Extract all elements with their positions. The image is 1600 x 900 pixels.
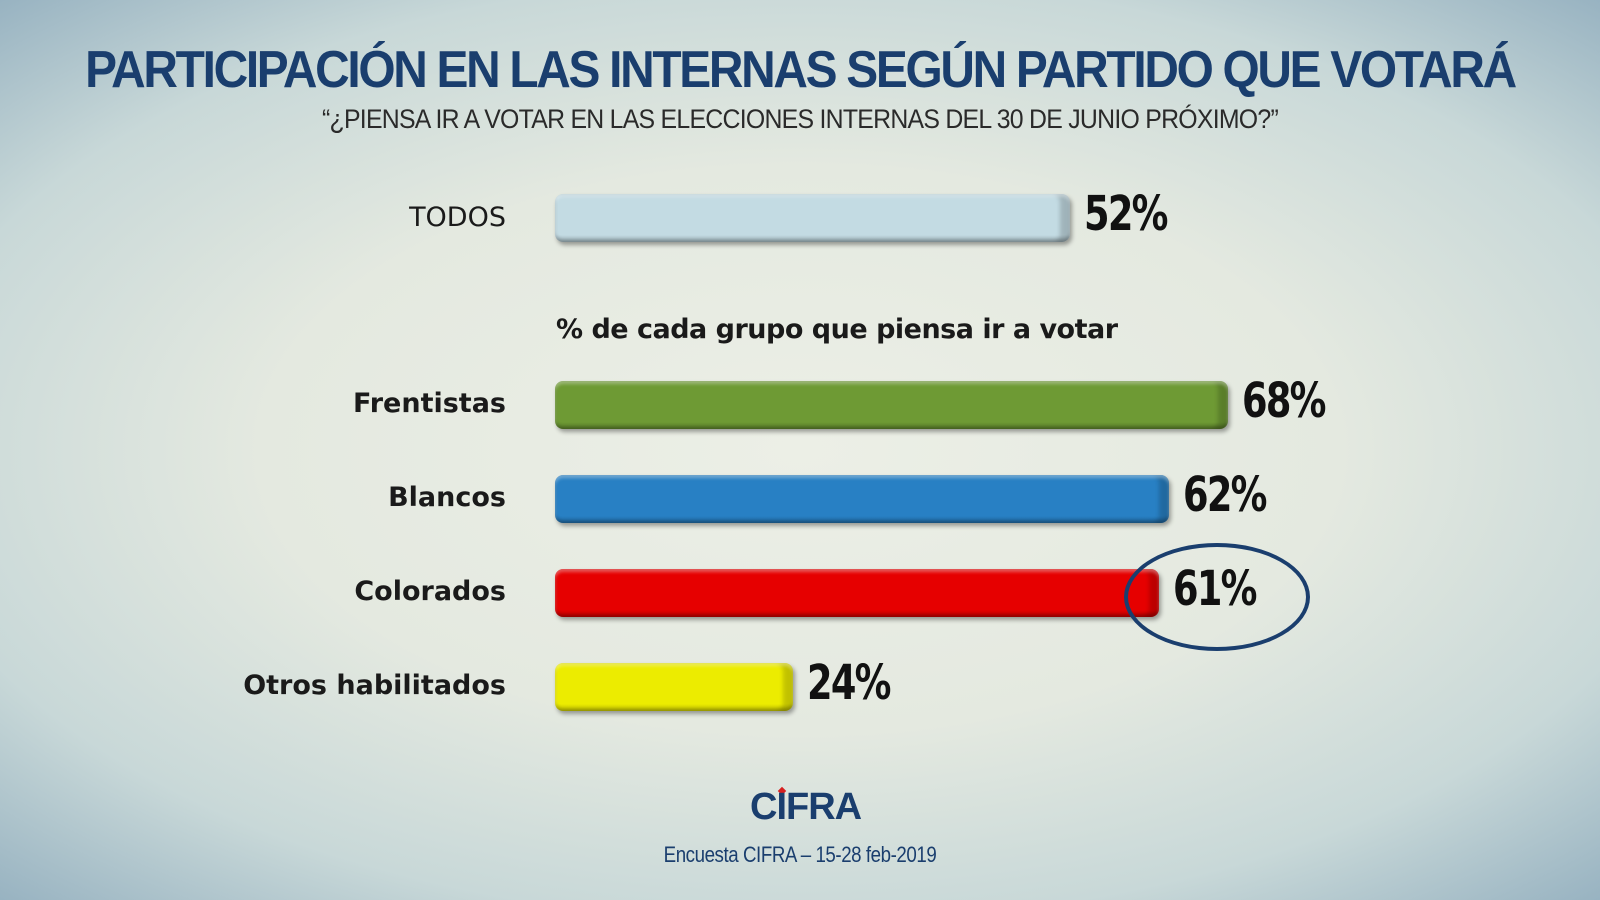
- bar-label-colorados: Colorados: [354, 576, 506, 607]
- bar-otros-habilitados: [555, 663, 793, 711]
- bar-label-blancos: Blancos: [388, 482, 506, 513]
- bar-frentistas: [555, 381, 1229, 429]
- highlight-circle: [1124, 543, 1310, 651]
- value-label-todos: 52%: [1083, 186, 1168, 242]
- value-label-otros: 24%: [806, 655, 891, 711]
- bar-label-todos: TODOS: [409, 202, 506, 233]
- source-note: Encuesta CIFRA – 15-28 feb-2019: [663, 842, 937, 867]
- value-label-blancos: 62%: [1182, 467, 1267, 523]
- bar-label-otros: Otros habilitados: [243, 670, 506, 701]
- cifra-logo: CIFRA: [750, 786, 862, 828]
- value-label-frentistas: 68%: [1242, 373, 1326, 429]
- bar-blancos: [555, 475, 1169, 523]
- bar-colorados: [555, 569, 1159, 617]
- section-label: % de cada grupo que piensa ir a votar: [556, 314, 1118, 345]
- chart-subtitle: “¿PIENSA IR A VOTAR EN LAS ELECCIONES IN…: [321, 104, 1279, 134]
- bar-label-frentistas: Frentistas: [353, 388, 506, 419]
- bar-todos: [555, 194, 1070, 242]
- chart-title: PARTICIPACIÓN EN LAS INTERNAS SEGÚN PART…: [85, 41, 1517, 99]
